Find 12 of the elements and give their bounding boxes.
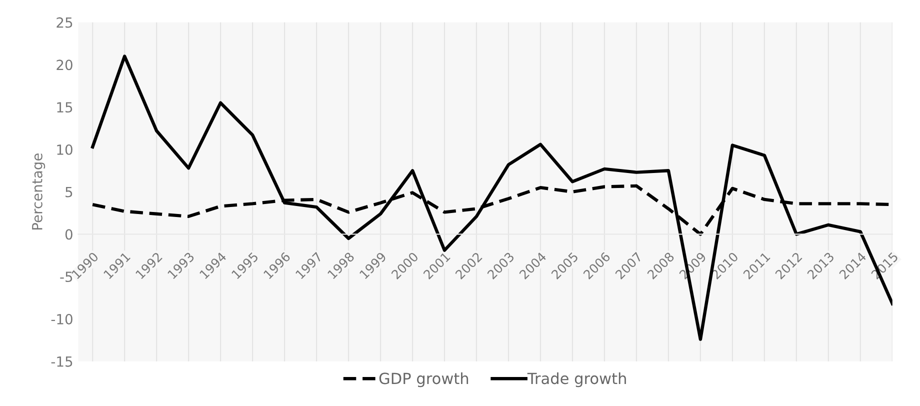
y-tick-label: -15 bbox=[51, 356, 72, 367]
y-tick-label: 15 bbox=[57, 102, 72, 113]
y-tick-label: 25 bbox=[56, 17, 72, 28]
y-axis-title: Percentage bbox=[32, 154, 46, 230]
y-tick-label: -5 bbox=[60, 272, 72, 282]
y-tick-label: -10 bbox=[51, 314, 72, 324]
legend-label: GDP growth bbox=[379, 372, 468, 388]
y-tick-label: 5 bbox=[66, 186, 72, 198]
y-tick-label: 0 bbox=[65, 229, 72, 240]
y-tick-label: 20 bbox=[56, 60, 72, 70]
y-tick-label: 10 bbox=[57, 144, 72, 155]
legend-label: Trade growth bbox=[527, 372, 626, 388]
